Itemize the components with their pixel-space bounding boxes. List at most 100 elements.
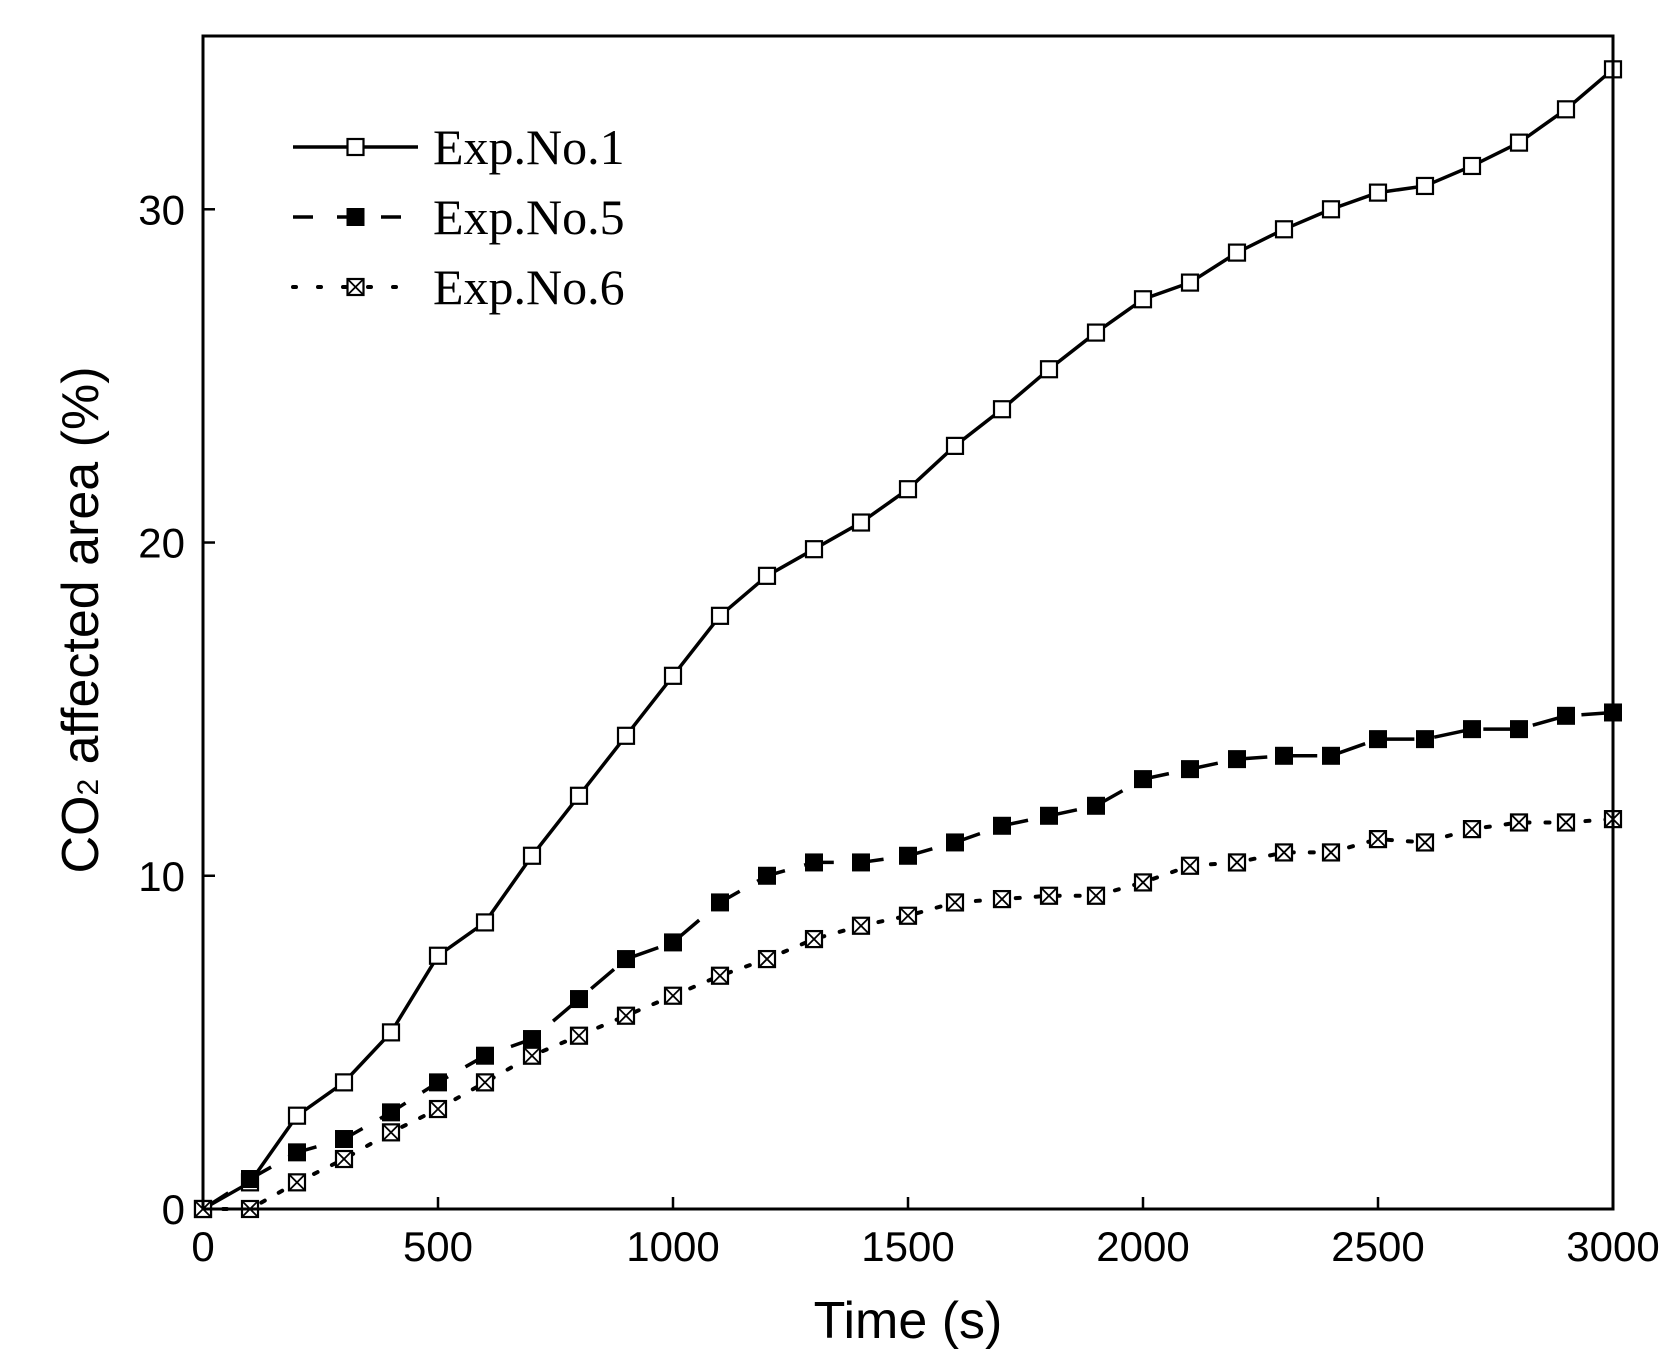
series-line	[202, 710, 1614, 1211]
x-tick-label: 0	[191, 1223, 214, 1270]
data-point	[1463, 720, 1481, 739]
data-point	[1227, 853, 1247, 872]
x-tick-label: 1000	[626, 1223, 719, 1270]
data-point	[804, 929, 824, 949]
data-point	[287, 1173, 307, 1192]
data-point	[570, 990, 588, 1009]
legend-item-1: Exp.No.1	[293, 119, 625, 175]
x-axis: 0 500 1000 1500 2000 2500 3000	[191, 1197, 1660, 1270]
plot-frame	[201, 34, 1615, 1211]
data-point	[993, 816, 1011, 835]
data-point	[1134, 770, 1152, 789]
x-tick-label: 2000	[1096, 1223, 1189, 1270]
data-point	[898, 906, 918, 925]
legend-marker	[346, 208, 365, 226]
x-axis-title: Time (s)	[814, 1292, 1003, 1350]
data-point	[945, 436, 965, 455]
y-axis-title-suffix: affected area (%)	[52, 366, 110, 778]
y-tick-label: 10	[138, 853, 185, 900]
data-point	[898, 480, 918, 499]
data-point	[1462, 820, 1482, 839]
legend-marker	[346, 277, 365, 297]
data-point	[1039, 886, 1059, 905]
legend-item-2: Exp.No.5	[293, 189, 625, 245]
data-point	[992, 889, 1012, 909]
data-point	[711, 893, 729, 912]
data-point	[1510, 720, 1528, 739]
data-point	[1039, 360, 1059, 379]
data-point	[335, 1130, 353, 1149]
y-axis-title-subscript: 2	[72, 779, 105, 796]
data-point	[1227, 243, 1247, 262]
y-tick-label: 30	[138, 186, 185, 233]
data-point	[1133, 290, 1153, 309]
data-point	[851, 916, 871, 935]
legend-label: Exp.No.1	[433, 119, 625, 175]
y-tick-label: 20	[138, 520, 185, 567]
y-axis-title-prefix: CO	[52, 796, 110, 874]
data-point	[710, 966, 730, 985]
y-axis-title: CO2 affected area (%)	[52, 366, 110, 873]
data-point	[1556, 813, 1576, 832]
data-point	[475, 913, 495, 932]
legend-label: Exp.No.5	[433, 189, 625, 245]
data-point	[617, 950, 635, 969]
legend: Exp.No.1 Exp.No.5 Exp.No.6	[291, 119, 625, 315]
series-2	[194, 703, 1622, 1218]
data-point	[523, 1030, 541, 1049]
data-point	[428, 946, 448, 965]
data-point	[1321, 200, 1341, 219]
x-tick-label: 1500	[861, 1223, 954, 1270]
data-point	[1228, 750, 1246, 769]
data-point	[899, 846, 917, 865]
data-point	[381, 1023, 401, 1042]
data-point	[334, 1073, 354, 1092]
data-point	[1368, 183, 1388, 202]
series-3	[193, 810, 1623, 1219]
y-tick-label: 0	[162, 1186, 185, 1233]
data-point	[945, 893, 965, 912]
data-point	[1181, 760, 1199, 779]
data-point	[241, 1170, 259, 1189]
data-point	[851, 513, 871, 532]
series-layer	[193, 60, 1623, 1219]
data-point	[287, 1106, 307, 1125]
data-point	[1086, 323, 1106, 342]
data-point	[992, 400, 1012, 419]
data-point	[1086, 886, 1106, 905]
data-point	[852, 853, 870, 872]
legend-marker	[346, 137, 365, 157]
data-point	[569, 1026, 589, 1045]
data-point	[476, 1046, 494, 1065]
x-tick-label: 500	[403, 1223, 473, 1270]
data-point	[382, 1103, 400, 1122]
data-point	[1369, 730, 1387, 749]
data-point	[569, 786, 589, 805]
legend-item-3: Exp.No.6	[291, 259, 625, 315]
data-point	[429, 1073, 447, 1092]
data-point	[1415, 833, 1435, 852]
data-point	[757, 566, 777, 585]
data-point	[288, 1143, 306, 1162]
data-point	[1556, 100, 1576, 119]
x-tick-label: 2500	[1331, 1223, 1424, 1270]
data-point	[663, 986, 683, 1005]
data-point	[1274, 220, 1294, 239]
data-point	[757, 949, 777, 969]
data-point	[1416, 730, 1434, 749]
data-point	[1275, 746, 1293, 765]
data-point	[616, 1006, 636, 1025]
data-point	[616, 726, 636, 745]
x-tick-label: 3000	[1566, 1223, 1659, 1270]
data-point	[1087, 796, 1105, 815]
data-point	[1274, 843, 1294, 862]
data-point	[804, 540, 824, 559]
data-point	[1462, 156, 1482, 176]
data-point	[710, 606, 730, 625]
data-point	[428, 1099, 448, 1119]
series-1	[193, 60, 1623, 1219]
data-point	[522, 846, 542, 865]
data-point	[758, 866, 776, 885]
data-point	[1368, 830, 1388, 849]
data-point	[522, 1046, 542, 1065]
